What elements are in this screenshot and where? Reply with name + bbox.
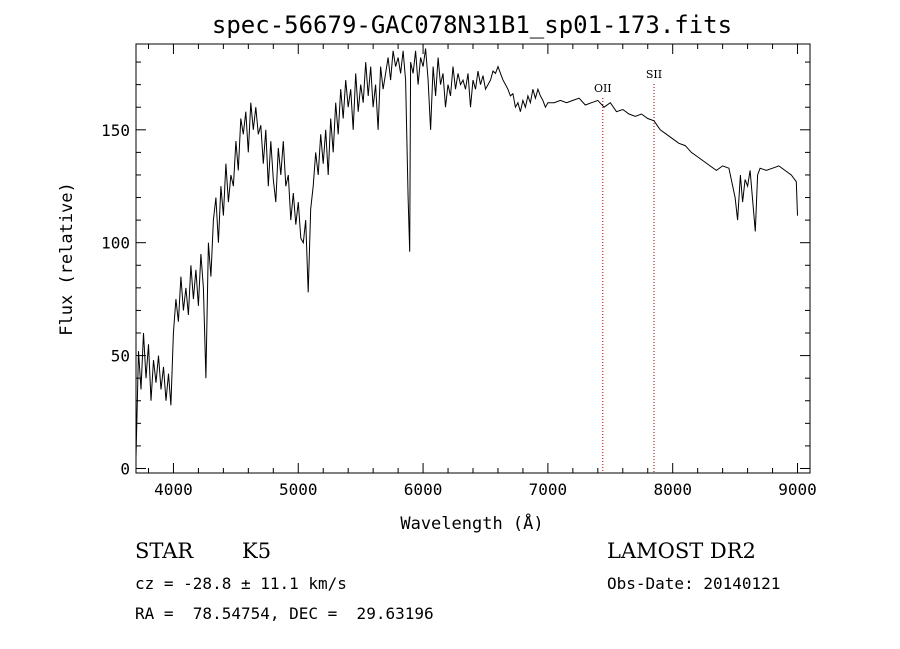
y-tick-label: 100 bbox=[101, 234, 130, 253]
x-tick-label: 4000 bbox=[154, 480, 193, 499]
emission-line-label: OII bbox=[594, 82, 612, 95]
spectrum-series-line bbox=[136, 48, 798, 458]
x-tick-label: 5000 bbox=[279, 480, 318, 499]
y-tick-label: 50 bbox=[111, 347, 130, 366]
plot-frame bbox=[135, 43, 811, 474]
observation-date: Obs-Date: 20140121 bbox=[607, 574, 781, 593]
axis-ticks: 4000 5000 6000 7000 8000 9000 0 50 100 150 bbox=[101, 44, 817, 499]
survey-name: LAMOST DR2 bbox=[607, 539, 756, 563]
x-axis-label: Wavelength (Å) bbox=[400, 512, 543, 534]
chart-title: spec-56679-GAC078N31B1_sp01-173.fits bbox=[212, 11, 732, 39]
x-tick-label: 6000 bbox=[404, 480, 443, 499]
x-tick-label: 9000 bbox=[778, 480, 817, 499]
emission-line-markers: OII SII bbox=[594, 68, 662, 473]
y-tick-label: 0 bbox=[120, 459, 130, 478]
y-tick-label: 150 bbox=[101, 121, 130, 140]
redshift-cz: cz = -28.8 ± 11.1 km/s bbox=[135, 574, 347, 593]
coordinates: RA = 78.54754, DEC = 29.63196 bbox=[135, 604, 434, 623]
x-tick-label: 8000 bbox=[653, 480, 692, 499]
spectral-subclass: K5 bbox=[242, 539, 272, 563]
emission-line-label: SII bbox=[646, 68, 662, 81]
object-type: STAR bbox=[135, 539, 194, 563]
y-axis-label: Flux (relative) bbox=[57, 182, 77, 336]
x-tick-label: 7000 bbox=[529, 480, 568, 499]
